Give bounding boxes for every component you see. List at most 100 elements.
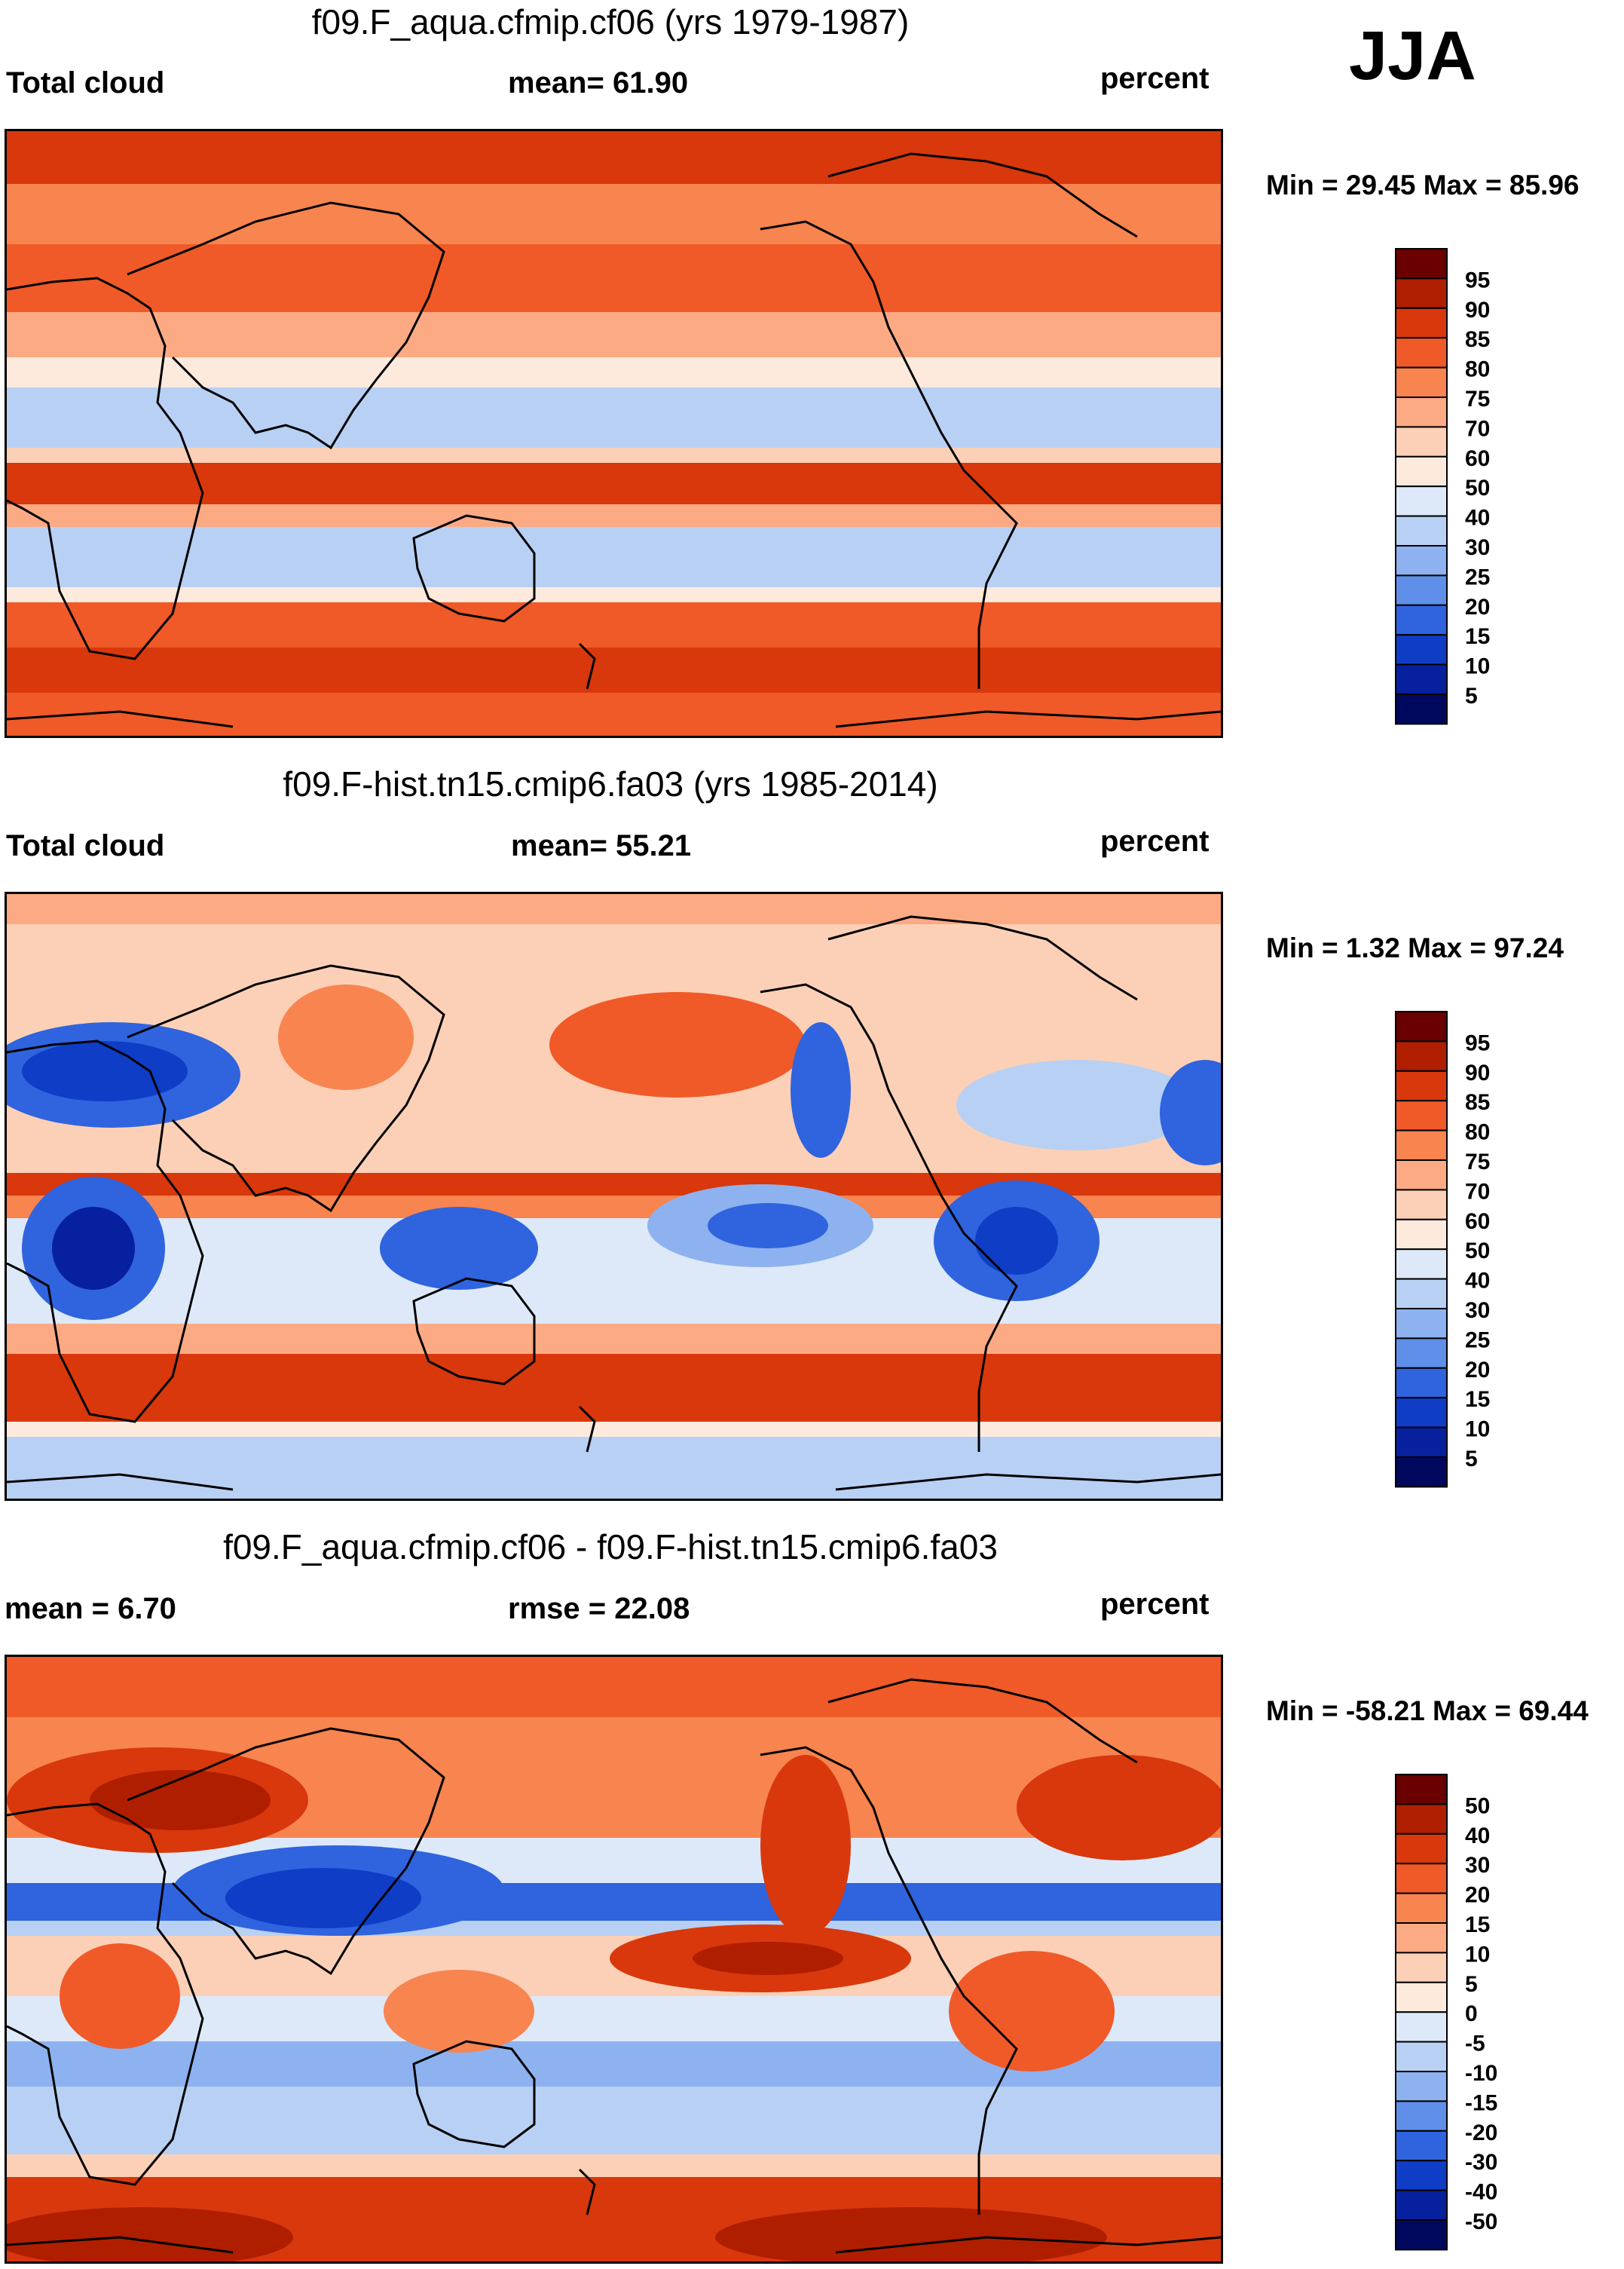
- colorbar-label: 60: [1465, 1209, 1490, 1234]
- colorbar-label: -40: [1465, 2180, 1497, 2205]
- colorbar-box: [1395, 1426, 1448, 1458]
- colorbar-box: [1395, 694, 1448, 725]
- colorbar-box: [1395, 455, 1448, 488]
- colorbar-label: 15: [1465, 1912, 1490, 1937]
- colorbar-box: [1395, 307, 1448, 339]
- colorbar-label: 10: [1465, 1942, 1490, 1967]
- colorbar-box: [1395, 337, 1448, 369]
- colorbar-label: 5: [1465, 1447, 1478, 1471]
- colorbar-label: -50: [1465, 2209, 1497, 2234]
- colorbar-label: 0: [1465, 2001, 1478, 2026]
- panel-2-map: [5, 892, 1223, 1501]
- panel-2-coastlines: [7, 915, 1221, 1491]
- panel-2-left-label: Total cloud: [6, 829, 165, 862]
- panel-2-colorbar: 95 90 85 80 75 70 60 50 40 30 25 20 15 10 5: [1394, 1010, 1515, 1489]
- colorbar-box: [1395, 1337, 1448, 1369]
- colorbar-label: -10: [1465, 2061, 1497, 2086]
- colorbar-box: [1395, 515, 1448, 547]
- colorbar-box: [1395, 1070, 1448, 1102]
- colorbar-box: [1395, 1011, 1448, 1043]
- panel-1-coastlines: [7, 152, 1221, 728]
- colorbar-label: 80: [1465, 357, 1490, 382]
- colorbar-box: [1395, 426, 1448, 458]
- colorbar-box: [1395, 485, 1448, 517]
- panel-3-mean-label: mean = 6.70: [5, 1592, 176, 1625]
- colorbar-box: [1395, 366, 1448, 399]
- colorbar-box: [1395, 1367, 1448, 1399]
- panel-3-rmse-label: rmse = 22.08: [508, 1592, 690, 1625]
- colorbar-box: [1395, 1803, 1448, 1835]
- colorbar-label: -5: [1465, 2032, 1485, 2056]
- colorbar-box: [1395, 1774, 1448, 1805]
- colorbar-label: 50: [1465, 476, 1490, 501]
- colorbar-box: [1395, 1952, 1448, 1983]
- colorbar-box: [1395, 1833, 1448, 1865]
- panel-2-title: f09.F-hist.tn15.cmip6.fa03 (yrs 1985-201…: [283, 764, 938, 804]
- colorbar-box: [1395, 1981, 1448, 2013]
- colorbar-box: [1395, 277, 1448, 309]
- colorbar-box: [1395, 1218, 1448, 1251]
- panel-3-title: f09.F_aqua.cfmip.cf06 - f09.F-hist.tn15.…: [223, 1527, 998, 1566]
- colorbar-label: 90: [1465, 298, 1490, 323]
- colorbar-label: 5: [1465, 1972, 1478, 1997]
- colorbar-label: 95: [1465, 268, 1490, 292]
- colorbar-label: 50: [1465, 1239, 1490, 1263]
- colorbar-box: [1395, 1248, 1448, 1280]
- colorbar-box: [1395, 1922, 1448, 1954]
- colorbar-box: [1395, 1308, 1448, 1340]
- colorbar-label: 30: [1465, 1298, 1490, 1323]
- colorbar-box: [1395, 1159, 1448, 1191]
- colorbar-label: 85: [1465, 1090, 1490, 1115]
- panel-1-left-label: Total cloud: [6, 66, 165, 100]
- colorbar-box: [1395, 545, 1448, 577]
- colorbar-box: [1395, 397, 1448, 428]
- colorbar-box: [1395, 1863, 1448, 1894]
- colorbar-label: 75: [1465, 387, 1490, 412]
- panel-1-units-label: percent: [1100, 62, 1210, 95]
- colorbar-box: [1395, 2219, 1448, 2251]
- panel-2-minmax: Min = 1.32 Max = 97.24: [1266, 932, 1564, 963]
- colorbar-label: 90: [1465, 1061, 1490, 1086]
- colorbar-box: [1395, 1129, 1448, 1162]
- panel-2-mean-label: mean= 55.21: [511, 829, 692, 862]
- colorbar-box: [1395, 2011, 1448, 2043]
- colorbar-label: 25: [1465, 1327, 1490, 1352]
- panel-3-map-svg: [7, 1657, 1221, 2261]
- colorbar-box: [1395, 1278, 1448, 1310]
- colorbar-label: 60: [1465, 446, 1490, 471]
- colorbar-label: -15: [1465, 2090, 1497, 2115]
- colorbar-box: [1395, 2041, 1448, 2073]
- colorbar-label: -20: [1465, 2120, 1497, 2145]
- colorbar-label: 85: [1465, 327, 1490, 352]
- colorbar-box: [1395, 2071, 1448, 2102]
- colorbar-label: 20: [1465, 595, 1490, 620]
- colorbar-label: 70: [1465, 1179, 1490, 1204]
- colorbar-label: 30: [1465, 535, 1490, 560]
- panel-2-units-label: percent: [1100, 825, 1210, 858]
- colorbar-box: [1395, 2130, 1448, 2162]
- panel-2-map-svg: [7, 894, 1221, 1499]
- colorbar-label: 50: [1465, 1793, 1490, 1818]
- panel-1-minmax: Min = 29.45 Max = 85.96: [1266, 170, 1580, 201]
- colorbar-label: 40: [1465, 1269, 1490, 1294]
- colorbar-label: 5: [1465, 684, 1478, 709]
- panel-1-mean-label: mean= 61.90: [508, 66, 689, 100]
- colorbar-label: -30: [1465, 2150, 1497, 2175]
- panel-1-map-svg: [7, 131, 1221, 736]
- colorbar-svg: 95 90 85 80 75 70 60 50 40 30 25 20 15 10 5: [1395, 1011, 1490, 1488]
- colorbar-label: 40: [1465, 1823, 1490, 1848]
- panel-3-minmax: Min = -58.21 Max = 69.44: [1266, 1695, 1589, 1726]
- colorbar-label: 95: [1465, 1030, 1490, 1055]
- panel-3-colorbar: 50 40 30 20 15 10 5 0 -5 -10 -15 -20 -30 -40 -50: [1394, 1773, 1515, 2252]
- colorbar-box: [1395, 604, 1448, 636]
- colorbar-box: [1395, 574, 1448, 606]
- colorbar-label: 20: [1465, 1358, 1490, 1383]
- colorbar-box: [1395, 2189, 1448, 2221]
- panel-1-title: f09.F_aqua.cfmip.cf06 (yrs 1979-1987): [311, 2, 910, 41]
- colorbar-label: 10: [1465, 654, 1490, 679]
- colorbar-label: 15: [1465, 1387, 1490, 1412]
- colorbar-label: 25: [1465, 565, 1490, 589]
- colorbar-label: 80: [1465, 1120, 1490, 1145]
- colorbar-box: [1395, 1100, 1448, 1131]
